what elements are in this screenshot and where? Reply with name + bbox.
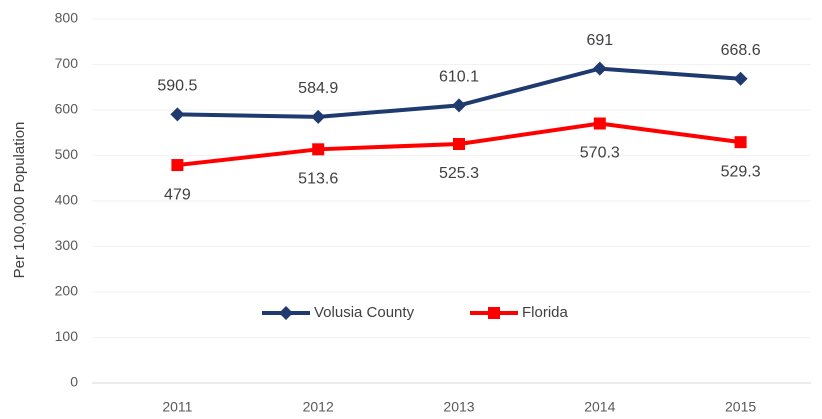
marker [311,109,326,124]
y-tick-label: 800 [55,10,79,26]
marker [170,107,185,122]
y-tick-label: 600 [55,101,79,117]
legend-marker [279,306,293,320]
data-label: 529.3 [721,163,761,180]
x-tick-label: 2015 [725,399,756,415]
x-tick-label: 2011 [162,399,192,415]
marker [733,71,748,86]
y-axis-label: Per 100,000 Population [11,122,28,279]
marker [593,117,606,130]
y-tick-label: 400 [55,192,79,208]
data-label: 479 [164,186,191,203]
data-label: 691 [586,32,613,49]
data-label: 513.6 [298,171,338,188]
marker [171,159,184,172]
x-tick-label: 2013 [443,399,474,415]
y-tick-label: 300 [55,237,79,253]
data-label: 610.1 [439,69,479,86]
marker [592,61,607,76]
y-tick-label: 700 [55,55,79,71]
y-tick-label: 100 [55,328,79,344]
y-tick-label: 200 [55,283,79,299]
legend-label: Florida [522,304,569,321]
legend-marker [488,307,500,319]
x-tick-label: 2012 [303,399,334,415]
legend-label: Volusia County [314,304,415,321]
data-label: 570.3 [580,145,620,162]
x-tick-label: 2014 [584,399,615,415]
marker [452,98,466,113]
data-label: 584.9 [298,80,338,97]
data-label: 590.5 [157,78,197,95]
y-tick-label: 0 [70,374,78,390]
marker [312,143,325,156]
data-label: 668.6 [721,42,761,59]
data-label: 525.3 [439,165,479,182]
y-tick-label: 500 [55,146,79,162]
marker [453,137,465,150]
marker [734,136,747,149]
